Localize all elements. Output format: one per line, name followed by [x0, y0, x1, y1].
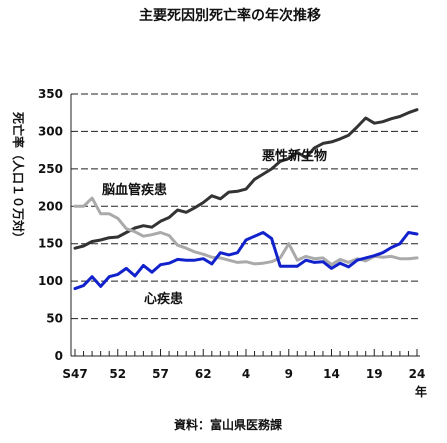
- y-tick-label-50: 50: [46, 312, 63, 326]
- y-tick-label-150: 150: [38, 237, 63, 251]
- x-tick-label-H4: 4: [242, 367, 250, 381]
- series-annotation-2: 心疾患: [144, 291, 183, 307]
- series-annotation-1: 脳血管疾患: [102, 182, 167, 198]
- y-tick-label-100: 100: [38, 274, 63, 288]
- x-tick-label-H9: 9: [285, 367, 293, 381]
- grid-layer: [71, 93, 420, 320]
- x-tick-label-H19: 19: [366, 367, 383, 381]
- source-note: 資料：富山県医務課: [174, 417, 283, 432]
- chart-title: 主要死因別死亡率の年次推移: [139, 7, 321, 24]
- axis-layer: 0 50 100 150 200 250 300 350 S47 52 57 62 4 9 14 19 24: [38, 87, 425, 381]
- x-tick-label-S47: S47: [62, 367, 87, 381]
- y-tick-label-300: 300: [38, 124, 63, 138]
- y-tick-label-200: 200: [38, 199, 63, 213]
- x-tick-label-S57: 57: [152, 367, 169, 381]
- y-tick-label-250: 250: [38, 162, 63, 176]
- x-tick-label-H24: 24: [409, 367, 426, 381]
- x-tick-label-S52: 52: [109, 367, 126, 381]
- y-tick-label-0: 0: [55, 349, 63, 363]
- y-axis-label: 死亡率（人口１０万対）: [11, 112, 26, 244]
- x-tick-label-H14: 14: [323, 367, 340, 381]
- series-line-2: [73, 231, 419, 291]
- y-tick-label-350: 350: [38, 87, 63, 101]
- series-layer: [73, 108, 419, 291]
- x-tick-label-S62: 62: [195, 367, 212, 381]
- x-axis-unit: 年: [415, 384, 427, 399]
- series-annotation-0: 悪性新生物: [262, 148, 327, 164]
